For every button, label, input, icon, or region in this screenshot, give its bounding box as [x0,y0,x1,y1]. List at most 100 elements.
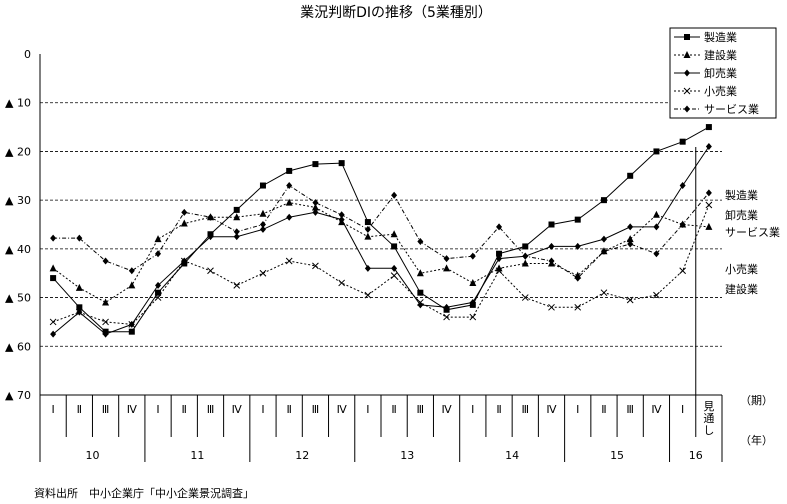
y-tick-label: ▲ 30 [5,194,31,207]
data-point [548,257,555,265]
y-tick-label: 0 [24,48,31,61]
x-tick-label: し [703,424,714,437]
legend-label: 卸売業 [704,66,737,80]
data-point [705,201,713,209]
x-tick-label: Ⅲ [521,403,529,416]
data-point [102,298,110,306]
data-point [522,243,529,250]
data-point [469,298,476,306]
data-point [443,255,450,263]
x-tick-label: Ⅲ [417,403,425,416]
data-point [574,274,581,282]
x-tick-label: Ⅳ [232,403,243,416]
legend-entry: 建設業 [674,48,737,62]
data-point [574,216,581,223]
data-point [653,223,660,231]
data-point [522,252,529,260]
x-tick-label: Ⅲ [207,403,215,416]
legend-marker [683,87,691,95]
data-point [574,303,582,311]
data-point [50,330,57,338]
legend-label: 製造業 [704,30,737,44]
data-point [338,211,345,219]
series-1 [50,124,712,335]
legend-label: 小売業 [704,85,737,98]
y-tick-label: ▲ 10 [5,97,31,110]
data-point [154,294,162,301]
series-5 [50,182,712,282]
data-point [128,267,135,275]
data-point [469,252,476,260]
data-point [469,278,477,286]
data-point [155,289,162,296]
data-point [364,219,371,226]
series-line [52,204,710,325]
series-end-label: 建設業 [725,282,758,296]
data-point [679,182,686,190]
data-point [548,221,555,228]
data-point [286,182,293,190]
data-point [600,247,607,255]
data-point [705,222,713,230]
legend-entry: 製造業 [674,30,737,44]
data-point [75,308,83,316]
year-label: 13 [400,449,414,462]
x-tick-label: Ⅰ [471,403,474,416]
legend-entry: 小売業 [674,85,737,98]
series-line [52,146,710,335]
data-point [416,299,424,306]
legend-label: サービス業 [704,103,759,116]
data-point [627,172,634,179]
data-point [417,289,424,296]
data-point [627,223,634,231]
period-label: （期） [740,394,773,407]
series-3 [50,143,712,338]
year-label: 15 [610,449,624,462]
data-point [390,230,398,238]
data-point [679,267,687,275]
data-point [391,191,398,199]
data-point [626,235,634,243]
x-tick-label: Ⅳ [127,403,138,416]
series-end-label: 小売業 [725,263,758,276]
data-point [390,272,398,280]
data-point [705,124,712,131]
x-tick-label: Ⅳ [441,403,452,416]
data-point [154,235,162,243]
data-point [627,240,634,248]
series-2 [49,198,713,306]
data-point [338,279,346,287]
data-point [312,208,319,216]
y-tick-label: ▲ 60 [5,340,31,353]
x-tick-label: Ⅲ [102,403,110,416]
data-point [259,182,266,189]
data-point [50,275,57,282]
data-point [181,208,188,216]
year-label: 16 [689,449,703,462]
chart-title: 業況判断DIの推移（5業種別） [300,5,492,21]
source-note: 資料出所 中小企業庁「中小企業景況調査」 [34,486,254,500]
data-point [364,232,372,240]
x-tick-label: Ⅳ [337,403,348,416]
data-point [496,223,503,231]
data-point [233,206,240,213]
legend-entry: サービス業 [674,103,759,116]
legend-marker [684,34,690,40]
x-tick-label: 通 [703,412,714,425]
x-tick-label: Ⅱ [77,403,82,416]
x-tick-label: Ⅰ [51,403,54,416]
data-point [155,281,162,289]
year-label: 12 [295,449,309,462]
data-point [233,233,240,241]
data-point [600,289,608,297]
y-tick-label: ▲ 20 [5,145,31,158]
data-point [653,250,660,258]
data-point [679,221,686,228]
data-point [259,221,266,228]
data-point [259,225,266,233]
data-point [521,259,529,267]
data-point [75,283,83,291]
grid [40,102,722,395]
data-point [626,296,634,304]
